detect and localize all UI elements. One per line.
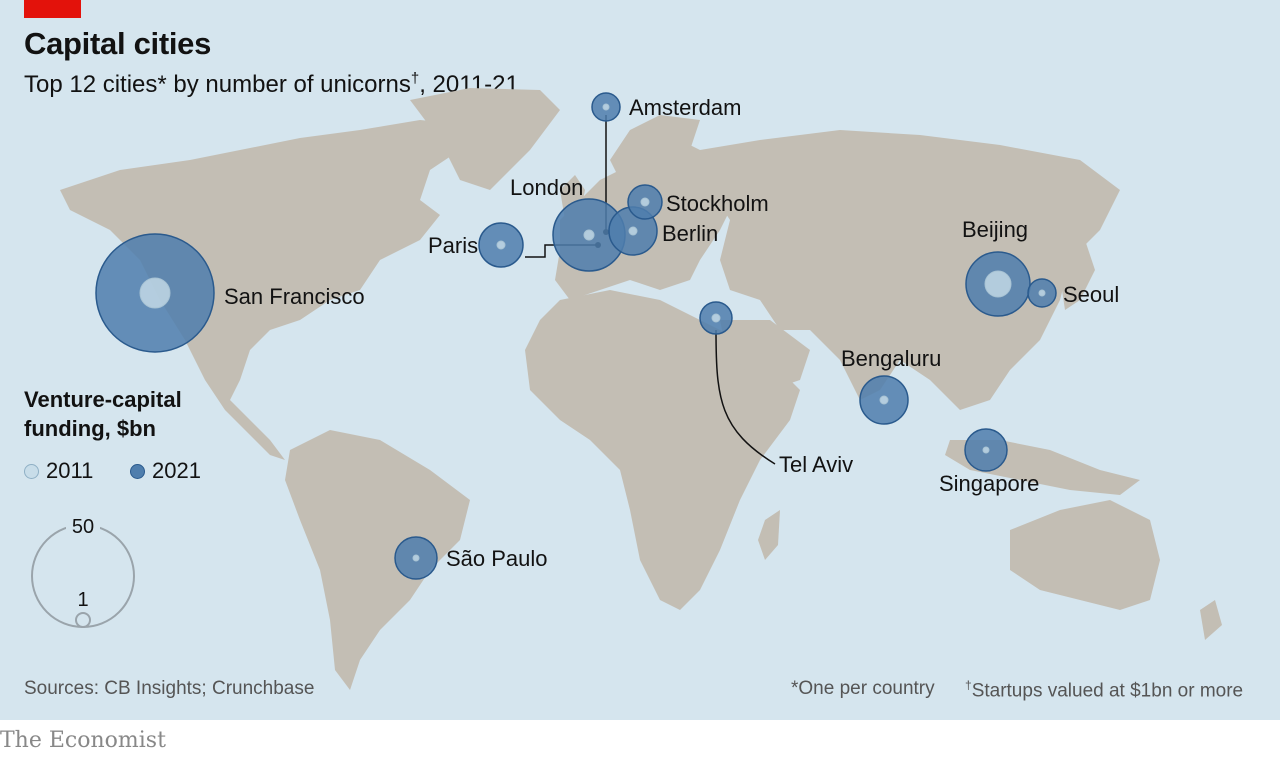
bubble-2011-beijing — [984, 270, 1012, 298]
label-singapore: Singapore — [939, 471, 1039, 496]
land-africa — [525, 290, 800, 610]
footer-sources: Sources: CB Insights; Crunchbase — [24, 678, 315, 699]
land-masses — [60, 88, 1222, 690]
legend-scale-max-label: 50 — [72, 516, 94, 538]
land-asia — [700, 130, 1120, 410]
bubble-2011-stockholm — [640, 197, 650, 207]
land-arabia — [720, 320, 810, 390]
legend-swatch-2011 — [24, 463, 39, 479]
legend-scale-circle-50 — [31, 524, 135, 628]
label-paris: Paris — [428, 233, 478, 258]
legend-item-2021: 2021 — [130, 458, 201, 484]
label-bengaluru: Bengaluru — [841, 346, 941, 371]
land-japan — [1062, 240, 1095, 310]
legend-label-2011: 2011 — [46, 458, 94, 483]
legend-scale: 50 1 — [31, 513, 135, 628]
leader-line-tel-aviv — [715, 329, 776, 465]
footer-note-one-per-country: *One per country — [791, 678, 935, 699]
bubble-2011-paris — [496, 240, 506, 250]
bubble-2011-tel-aviv — [711, 313, 721, 323]
land-australia — [1010, 500, 1160, 610]
legend-swatch-2021 — [130, 463, 145, 479]
footer-note-startups-text: Startups valued at $1bn or more — [971, 680, 1244, 702]
legend-title: Venture-capital funding, $bn — [24, 387, 182, 441]
legend-label-2021: 2021 — [152, 458, 201, 483]
land-scandinavia — [610, 115, 700, 200]
world-map: 50 1 — [31, 88, 1222, 690]
brand-red-bar — [24, 0, 81, 18]
bubble-2011-san-francisco — [139, 277, 171, 309]
label-seoul: Seoul — [1063, 282, 1119, 307]
bubble-2011-seoul — [1038, 289, 1046, 297]
label-london: London — [510, 175, 583, 200]
label-sao-paulo: São Paulo — [446, 546, 548, 571]
city-labels: San Francisco London Paris Amsterdam Sto… — [224, 95, 1119, 571]
label-san-francisco: San Francisco — [224, 284, 365, 309]
subtitle-dagger: † — [410, 70, 420, 87]
land-madagascar — [758, 510, 780, 560]
land-south-america — [285, 430, 470, 690]
footer-note-startups: †Startups valued at $1bn or more — [965, 678, 1243, 702]
land-north-america — [60, 120, 470, 460]
legend-item-2011: 2011 — [24, 458, 93, 484]
bubble-2011-sao-paulo — [412, 554, 420, 562]
subtitle-main: Top 12 cities* by number of unicorns — [24, 71, 411, 98]
land-new-zealand — [1200, 600, 1222, 640]
legend-label-50-bg — [66, 513, 100, 537]
footer-dagger: † — [965, 678, 972, 692]
label-tel-aviv: Tel Aviv — [779, 452, 853, 477]
label-stockholm: Stockholm — [666, 191, 769, 216]
brand-wordmark: The Economist — [0, 728, 166, 753]
bubble-2011-london — [583, 229, 595, 241]
legend-scale-circle-1 — [75, 612, 91, 628]
label-beijing: Beijing — [962, 217, 1028, 242]
bubble-2011-singapore — [982, 446, 990, 454]
label-amsterdam: Amsterdam — [629, 95, 741, 120]
bubble-2011-bengaluru — [879, 395, 889, 405]
legend-scale-min-label: 1 — [77, 589, 88, 611]
land-greenland — [410, 88, 560, 190]
city-bubbles — [95, 92, 1057, 580]
bubble-2011-berlin — [628, 226, 638, 236]
chart-panel: Capital cities Top 12 cities* by number … — [0, 0, 1280, 720]
label-berlin: Berlin — [662, 221, 718, 246]
bubble-2011-amsterdam — [602, 103, 610, 111]
chart-title: Capital cities — [24, 26, 212, 61]
